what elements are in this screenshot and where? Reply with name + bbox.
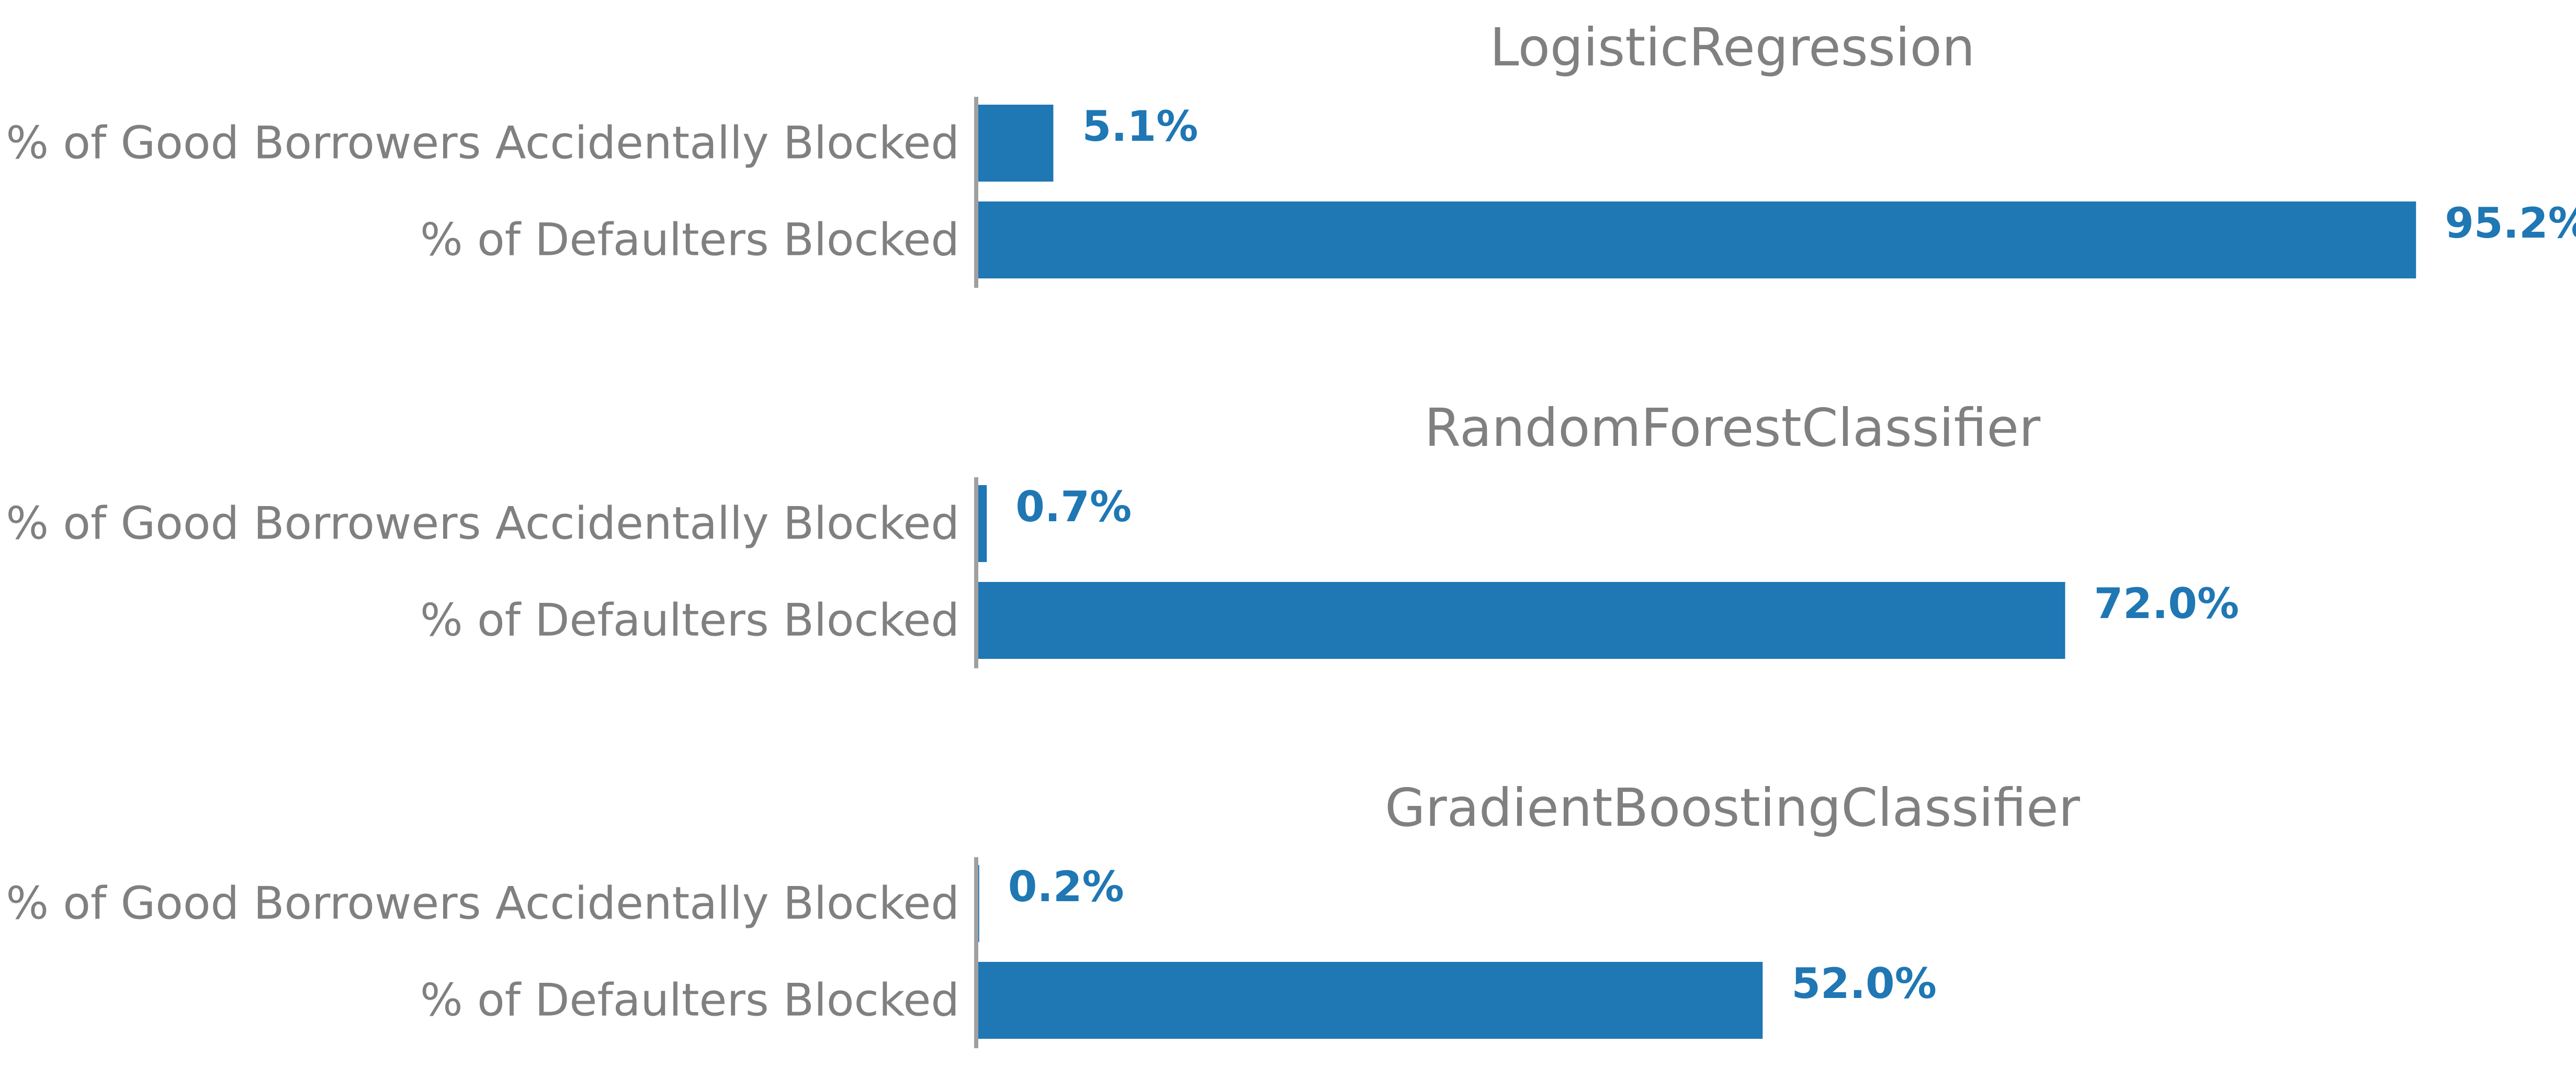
- bar: [976, 201, 2416, 278]
- category-label: % of Good Borrowers Accidentally Blocked: [6, 878, 959, 930]
- category-label: % of Good Borrowers Accidentally Blocked: [6, 117, 959, 170]
- value-label: 52.0%: [1791, 959, 1937, 1008]
- value-label: 95.2%: [2445, 199, 2576, 248]
- panel-title: GradientBoostingClassifier: [1385, 777, 2081, 838]
- panel-title: LogisticRegression: [1490, 17, 1975, 78]
- category-label: % of Defaulters Blocked: [420, 214, 959, 266]
- category-label: % of Defaulters Blocked: [420, 974, 959, 1027]
- bar: [976, 582, 2065, 659]
- value-label: 5.1%: [1082, 102, 1198, 151]
- bar: [976, 105, 1054, 182]
- value-label: 0.2%: [1008, 862, 1124, 911]
- value-label: 72.0%: [2094, 579, 2240, 628]
- bar: [976, 962, 1763, 1039]
- category-label: % of Good Borrowers Accidentally Blocked: [6, 498, 959, 550]
- category-label: % of Defaulters Blocked: [420, 594, 959, 647]
- value-label: 0.7%: [1015, 483, 1132, 531]
- panel-title: RandomForestClassifier: [1425, 397, 2041, 458]
- bar: [976, 485, 987, 562]
